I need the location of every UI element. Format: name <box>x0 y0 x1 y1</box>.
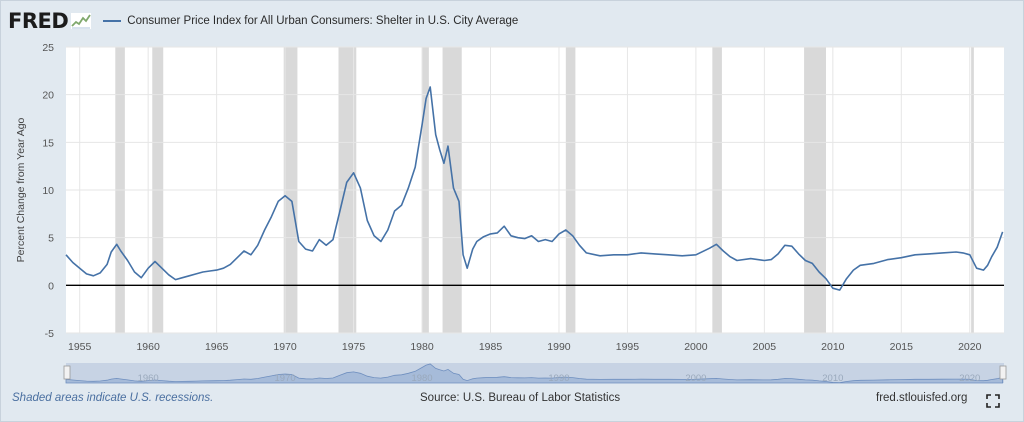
y-tick-label: -5 <box>45 328 54 340</box>
y-tick-label: 25 <box>42 42 54 54</box>
x-tick-label: 1965 <box>205 341 229 353</box>
y-tick-label: 5 <box>48 233 54 245</box>
navigator-label: 1960 <box>138 373 159 384</box>
source-note: Source: U.S. Bureau of Labor Statistics <box>420 392 621 404</box>
fullscreen-icon[interactable] <box>986 394 1000 408</box>
navigator-label: 1970 <box>275 373 296 384</box>
x-tick-label: 1995 <box>616 341 640 353</box>
navigator-label: 2020 <box>959 373 980 384</box>
site-link[interactable]: fred.stlouisfed.org <box>876 392 968 404</box>
x-tick-label: 1985 <box>479 341 503 353</box>
y-tick-label: 15 <box>42 137 54 149</box>
navigator-label: 1980 <box>411 373 432 384</box>
chart-header: FRED Consumer Price Index for All Urban … <box>8 6 1008 36</box>
logo-text: FRED <box>8 9 69 33</box>
y-tick-label: 10 <box>42 185 54 197</box>
legend-series-label[interactable]: Consumer Price Index for All Urban Consu… <box>127 15 519 27</box>
fred-logo[interactable]: FRED <box>8 9 92 33</box>
legend-line-key <box>103 20 122 22</box>
x-tick-label: 1970 <box>273 341 297 353</box>
x-tick-label: 1955 <box>68 341 92 353</box>
navigator-series <box>65 363 1004 384</box>
x-tick-label: 1980 <box>410 341 434 353</box>
navigator-label: 1990 <box>548 373 569 384</box>
navigator-handle[interactable] <box>63 365 71 380</box>
x-tick-label: 1990 <box>547 341 571 353</box>
navigator-label: 2010 <box>822 373 843 384</box>
y-axis-title: Percent Change from Year Ago <box>15 117 27 262</box>
fred-graph-icon <box>71 13 92 29</box>
x-tick-label: 1960 <box>136 341 160 353</box>
x-tick-label: 2010 <box>821 341 845 353</box>
series-line <box>65 86 1004 291</box>
y-tick-label: 20 <box>42 90 54 102</box>
x-tick-label: 2005 <box>753 341 777 353</box>
recession-note: Shaded areas indicate U.S. recessions. <box>12 392 214 404</box>
x-tick-label: 2015 <box>890 341 914 353</box>
navigator-handle[interactable] <box>999 365 1007 380</box>
x-tick-label: 2000 <box>684 341 708 353</box>
x-tick-label: 2020 <box>958 341 982 353</box>
x-tick-label: 1975 <box>342 341 366 353</box>
y-tick-label: 0 <box>48 280 54 292</box>
navigator-label: 2000 <box>685 373 706 384</box>
